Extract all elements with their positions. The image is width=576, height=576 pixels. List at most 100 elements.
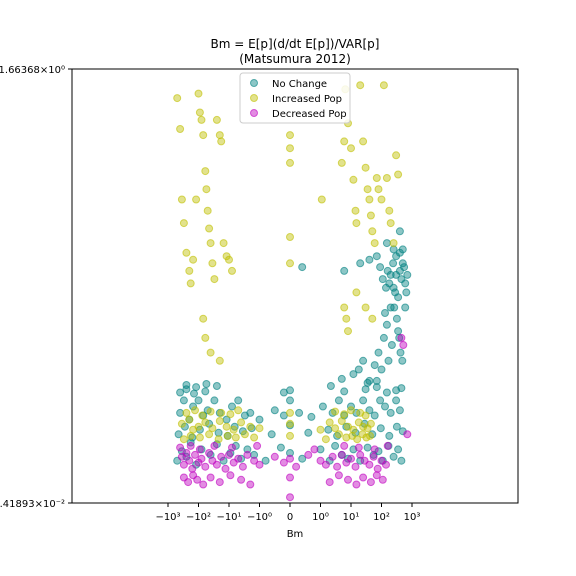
data-point-decreased-pop	[250, 456, 259, 465]
data-point-decreased-pop	[304, 450, 313, 459]
data-point-no-change	[386, 408, 395, 417]
data-point-increased-pop	[337, 158, 346, 167]
data-point-no-change	[340, 266, 349, 275]
data-point-increased-pop	[366, 419, 375, 428]
data-point-increased-pop	[342, 314, 351, 323]
data-point-decreased-pop	[217, 452, 226, 461]
data-point-decreased-pop	[310, 445, 319, 454]
data-point-increased-pop	[286, 144, 294, 153]
data-point-decreased-pop	[359, 473, 368, 482]
x-tick-label: −10³	[155, 512, 180, 523]
data-point-increased-pop	[353, 435, 362, 444]
data-point-increased-pop	[208, 424, 217, 433]
data-point-no-change	[176, 388, 185, 397]
data-point-increased-pop	[177, 419, 186, 428]
data-point-decreased-pop	[365, 460, 374, 469]
data-point-increased-pop	[229, 425, 238, 434]
data-point-increased-pop	[212, 115, 221, 124]
data-point-no-change	[391, 288, 400, 297]
data-point-no-change	[398, 245, 407, 254]
data-point-decreased-pop	[403, 430, 412, 439]
data-point-no-change	[382, 320, 391, 329]
x-tick-label: 10⁰	[312, 512, 329, 523]
data-point-decreased-pop	[205, 449, 214, 457]
data-point-increased-pop	[192, 195, 201, 204]
data-point-no-change	[365, 406, 374, 415]
y-axis-ticks: 1.66368×10⁰ 4.41893×10⁻²	[0, 65, 72, 510]
data-point-no-change	[372, 376, 381, 385]
data-point-no-change	[182, 385, 191, 394]
data-point-increased-pop	[186, 279, 195, 288]
data-point-increased-pop	[377, 195, 386, 204]
data-point-decreased-pop	[292, 462, 301, 471]
data-point-increased-pop	[340, 410, 349, 419]
data-point-increased-pop	[194, 422, 203, 431]
data-point-no-change	[210, 396, 219, 405]
data-point-increased-pop	[201, 333, 210, 342]
data-point-no-change	[261, 456, 270, 465]
data-point-increased-pop	[205, 224, 214, 233]
data-point-increased-pop	[365, 195, 374, 204]
data-point-no-change	[370, 361, 379, 370]
data-point-no-change	[334, 396, 343, 405]
data-point-increased-pop	[234, 406, 243, 415]
data-point-no-change	[389, 452, 398, 461]
data-point-decreased-pop	[347, 454, 355, 463]
data-point-decreased-pop	[179, 460, 188, 469]
data-point-increased-pop	[198, 411, 207, 420]
data-point-no-change	[246, 408, 255, 417]
data-point-decreased-pop	[286, 493, 294, 502]
data-point-decreased-pop	[383, 441, 392, 450]
data-point-no-change	[401, 279, 410, 288]
data-point-decreased-pop	[238, 462, 247, 471]
data-point-increased-pop	[374, 185, 383, 194]
data-point-no-change	[243, 445, 252, 454]
data-point-decreased-pop	[399, 341, 408, 349]
data-point-decreased-pop	[325, 478, 334, 487]
data-point-no-change	[340, 387, 349, 396]
data-point-increased-pop	[182, 408, 191, 417]
data-point-no-change	[316, 445, 325, 454]
data-point-decreased-pop	[333, 462, 342, 471]
data-point-decreased-pop	[182, 449, 191, 457]
data-point-decreased-pop	[195, 445, 204, 454]
y-tick-label: 1.66368×10⁰	[0, 65, 65, 76]
data-point-no-change	[363, 378, 372, 387]
chart-subtitle: (Matsumura 2012)	[239, 52, 351, 66]
data-point-increased-pop	[201, 418, 210, 427]
data-point-no-change	[392, 422, 401, 431]
x-tick-label: −10⁰	[247, 512, 272, 523]
data-point-increased-pop	[225, 255, 233, 264]
data-point-no-change	[189, 402, 198, 411]
data-point-increased-pop	[356, 81, 365, 90]
plot-frame	[71, 68, 519, 504]
data-point-no-change	[394, 445, 403, 454]
data-point-no-change	[337, 374, 346, 383]
data-point-increased-pop	[202, 185, 211, 194]
data-point-no-change	[365, 255, 374, 264]
data-point-decreased-pop	[185, 456, 194, 465]
data-point-increased-pop	[206, 407, 215, 416]
data-point-decreased-pop	[366, 478, 375, 487]
data-point-no-change	[377, 365, 386, 374]
data-point-increased-pop	[286, 259, 294, 268]
data-point-no-change	[349, 370, 358, 379]
data-point-no-change	[190, 389, 198, 398]
x-axis-label: Bm	[287, 529, 304, 540]
data-point-decreased-pop	[212, 460, 221, 469]
data-point-no-change	[237, 454, 246, 463]
data-point-decreased-pop	[255, 460, 264, 469]
data-point-no-change	[174, 430, 183, 439]
data-point-increased-pop	[195, 108, 204, 117]
data-point-increased-pop	[359, 422, 368, 431]
data-point-no-change	[382, 239, 391, 248]
data-point-no-change	[286, 449, 294, 457]
data-point-no-change	[192, 383, 201, 392]
data-point-no-change	[381, 309, 389, 317]
data-point-no-change	[286, 396, 294, 405]
data-point-no-change	[384, 356, 393, 365]
data-point-increased-pop	[195, 433, 204, 442]
data-point-no-change	[298, 263, 307, 272]
data-point-increased-pop	[382, 174, 391, 182]
